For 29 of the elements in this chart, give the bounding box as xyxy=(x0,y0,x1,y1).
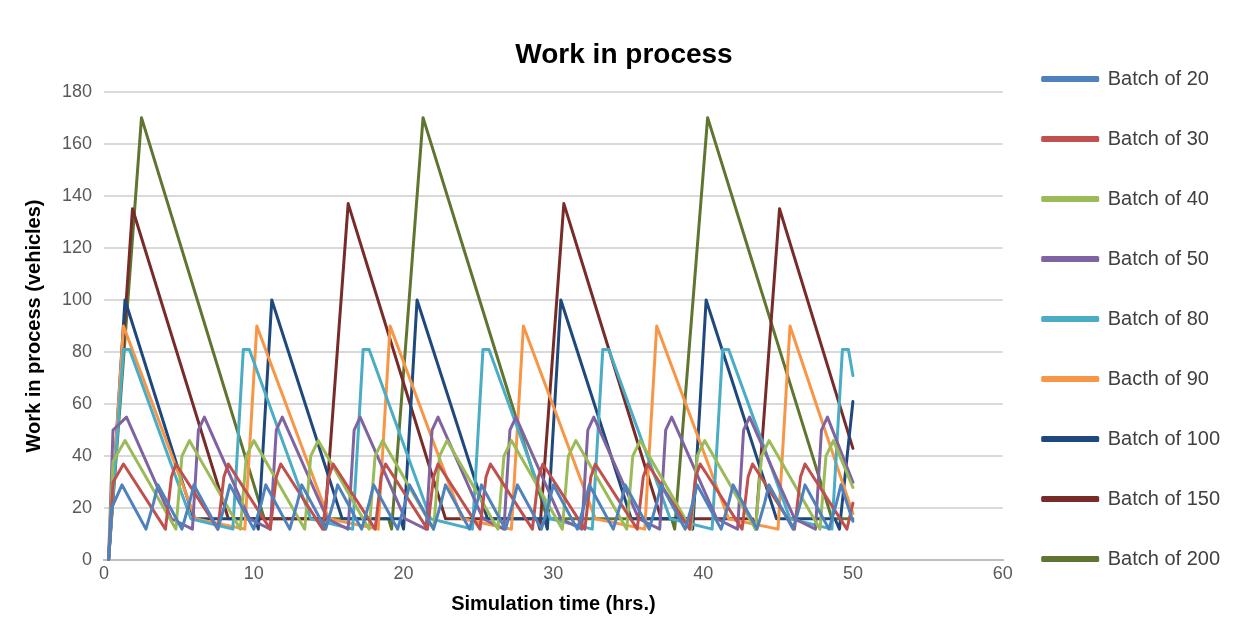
x-tick-label: 50 xyxy=(842,563,863,584)
legend-label: Batch of 150 xyxy=(1107,486,1221,509)
x-tick-label: 10 xyxy=(243,563,264,584)
y-tick-label: 80 xyxy=(72,341,93,362)
y-tick-label: 40 xyxy=(72,445,93,466)
x-tick-label: 40 xyxy=(693,563,714,584)
legend-label: Batch of 40 xyxy=(1107,186,1209,209)
x-tick-label: 30 xyxy=(543,563,564,584)
y-tick-label: 160 xyxy=(61,132,93,153)
y-tick-label: 0 xyxy=(82,549,93,570)
legend-label: Batch of 100 xyxy=(1107,426,1221,449)
x-tick-label: 60 xyxy=(992,563,1013,584)
legend-label: Batch of 30 xyxy=(1107,126,1209,149)
y-tick-label: 20 xyxy=(72,497,93,518)
legend-label: Batch of 200 xyxy=(1107,546,1221,569)
y-tick-label: 60 xyxy=(72,393,93,414)
y-tick-label: 120 xyxy=(61,236,93,257)
legend-label: Batch of 20 xyxy=(1107,66,1209,89)
legend-label: Batch of 80 xyxy=(1107,306,1209,329)
x-tick-label: 0 xyxy=(99,563,110,584)
chart-title: Work in process xyxy=(515,37,733,69)
x-axis-title: Simulation time (hrs.) xyxy=(451,591,656,614)
y-axis-title: Work in process (vehicles) xyxy=(21,199,44,453)
y-tick-label: 180 xyxy=(61,80,93,101)
legend-label: Bacth of 90 xyxy=(1107,366,1209,389)
y-tick-label: 100 xyxy=(61,288,93,309)
x-tick-label: 20 xyxy=(393,563,414,584)
y-tick-label: 140 xyxy=(61,184,93,205)
legend-label: Batch of 50 xyxy=(1107,246,1209,269)
